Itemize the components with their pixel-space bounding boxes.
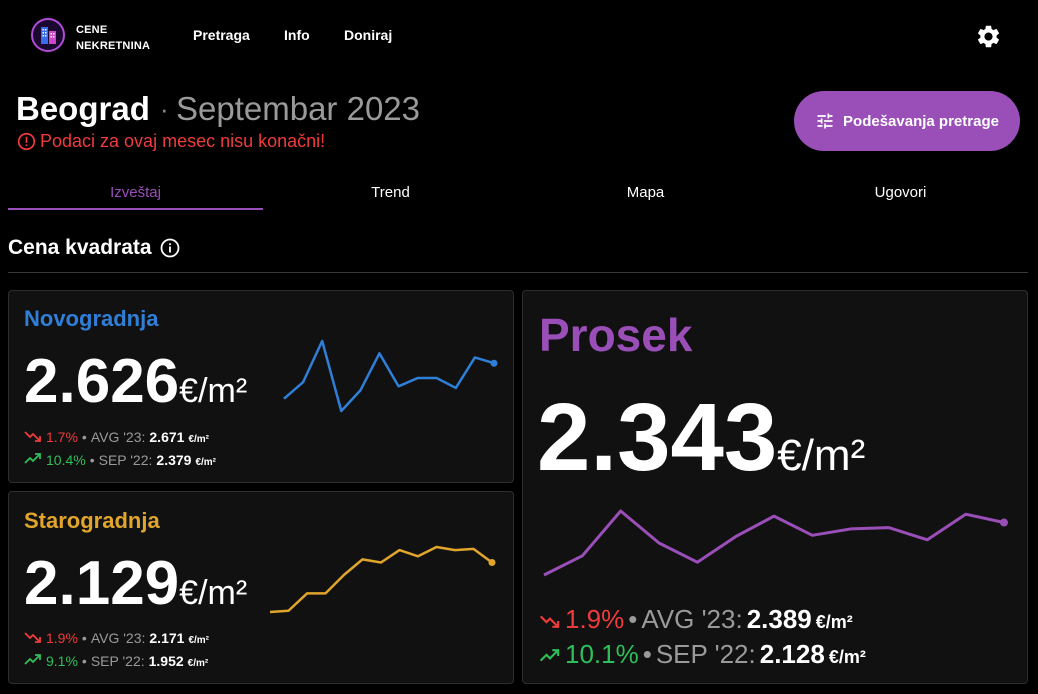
- last-point: [488, 558, 496, 566]
- section-title: Cena kvadrata: [8, 236, 180, 260]
- price-number: 2.343: [537, 384, 778, 491]
- unit-avg: €/m²: [188, 635, 209, 646]
- alert-circle-icon: [17, 132, 36, 151]
- warning-text: Podaci za ovaj mesec nisu konačni!: [40, 131, 326, 151]
- unit-avg: €/m²: [188, 434, 209, 445]
- label-sep: SEP '22:: [98, 452, 153, 468]
- bullet: •: [89, 452, 95, 468]
- unit-avg: €/m²: [815, 612, 853, 632]
- change-avg: 1.9%: [565, 604, 625, 634]
- bullet: •: [81, 429, 87, 445]
- change-sep: 10.1%: [565, 639, 639, 669]
- bullet: •: [642, 639, 652, 669]
- label-avg: AVG '23:: [90, 429, 146, 445]
- trending-up-icon: [539, 649, 560, 662]
- tab-ugovori[interactable]: Ugovori: [874, 184, 927, 201]
- trending-up-icon: [24, 654, 41, 665]
- change-sep: 10.4%: [46, 452, 86, 468]
- info-icon[interactable]: [160, 238, 180, 258]
- card-title: Starogradnja: [24, 508, 160, 533]
- search-settings-label: Podešavanja pretrage: [843, 112, 999, 130]
- stat-row-avg: 1.9% • AVG '23: 2.171 €/m²: [24, 630, 209, 646]
- card-novogradnja: Novogradnja 2.626€/m² 1.7% • AVG '23: 2.…: [8, 290, 514, 483]
- section-title-text: Cena kvadrata: [8, 236, 152, 259]
- trending-down-icon: [24, 632, 41, 643]
- nav-link-doniraj[interactable]: Doniraj: [344, 27, 393, 43]
- price-unit: €/m²: [777, 431, 866, 480]
- value-sep: 2.379: [156, 452, 192, 468]
- section-divider: [8, 272, 1028, 273]
- brand-line-1: CENE: [76, 24, 108, 36]
- price-number: 2.129: [24, 549, 180, 618]
- value-avg: 2.171: [149, 630, 185, 646]
- card-prosek: Prosek 2.343€/m² 1.9% • AVG '23: 2.389 €/…: [522, 290, 1028, 684]
- price-value: 2.343€/m²: [537, 383, 865, 493]
- series-line: [269, 545, 493, 614]
- label-sep: SEP '22:: [655, 639, 756, 669]
- month-title: Septembar 2023: [176, 90, 421, 127]
- warning-message: Podaci za ovaj mesec nisu konačni!: [17, 131, 325, 152]
- trending-up-icon: [24, 453, 41, 464]
- price-value: 2.626€/m²: [24, 346, 247, 417]
- series-line: [283, 339, 495, 413]
- series-line: [543, 509, 1005, 577]
- label-avg: AVG '23:: [641, 604, 743, 634]
- card-title: Prosek: [539, 309, 693, 361]
- search-settings-button[interactable]: Podešavanja pretrage: [794, 91, 1020, 151]
- top-nav: CENE NEKRETNINA Pretraga Info Doniraj: [0, 0, 1038, 72]
- tab-mapa[interactable]: Mapa: [626, 184, 665, 201]
- card-title: Novogradnja: [24, 306, 159, 331]
- bullet: •: [81, 653, 87, 669]
- stat-row-avg: 1.9% • AVG '23: 2.389 €/m²: [539, 604, 853, 635]
- trending-down-icon: [539, 615, 560, 628]
- trending-down-icon: [24, 431, 41, 442]
- title-separator: ·: [160, 94, 169, 124]
- label-sep: SEP '22:: [90, 653, 145, 669]
- tab-trend[interactable]: Trend: [371, 184, 410, 201]
- stat-row-sep: 10.4% • SEP '22: 2.379 €/m²: [24, 452, 216, 468]
- building-icon[interactable]: [31, 18, 65, 52]
- last-point: [490, 359, 498, 367]
- nav-link-pretraga[interactable]: Pretraga: [193, 27, 250, 43]
- city-title: Beograd: [16, 90, 150, 127]
- price-unit: €/m²: [179, 372, 248, 410]
- tab-izvestaj[interactable]: Izveštaj: [8, 184, 263, 210]
- change-avg: 1.7%: [46, 429, 78, 445]
- card-starogradnja: Starogradnja 2.129€/m² 1.9% • AVG '23: 2…: [8, 491, 514, 684]
- unit-sep: €/m²: [195, 457, 217, 468]
- value-avg: 2.389: [746, 604, 812, 634]
- bullet: •: [628, 604, 638, 634]
- price-value: 2.129€/m²: [24, 548, 247, 619]
- value-sep: 2.128: [759, 639, 825, 669]
- bullet: •: [81, 630, 87, 646]
- gear-icon[interactable]: [975, 23, 1002, 50]
- change-sep: 9.1%: [46, 653, 78, 669]
- nav-link-info[interactable]: Info: [284, 27, 310, 43]
- value-sep: 1.952: [148, 653, 184, 669]
- last-point: [1000, 518, 1008, 527]
- stat-row-avg: 1.7% • AVG '23: 2.671 €/m²: [24, 429, 209, 445]
- sparkline-chart: [543, 509, 1008, 577]
- change-avg: 1.9%: [46, 630, 78, 646]
- unit-sep: €/m²: [828, 647, 866, 667]
- label-avg: AVG '23:: [90, 630, 146, 646]
- sparkline-chart: [269, 545, 496, 614]
- brand-name[interactable]: CENE NEKRETNINA: [76, 22, 176, 54]
- stat-row-sep: 9.1% • SEP '22: 1.952 €/m²: [24, 653, 208, 669]
- unit-sep: €/m²: [187, 658, 209, 669]
- price-unit: €/m²: [179, 574, 248, 612]
- brand-line-2: NEKRETNINA: [76, 40, 151, 52]
- sparkline-chart: [283, 339, 498, 413]
- value-avg: 2.671: [149, 429, 185, 445]
- price-number: 2.626: [24, 347, 180, 416]
- stat-row-sep: 10.1% • SEP '22: 2.128 €/m²: [539, 639, 866, 670]
- tune-icon: [817, 113, 833, 129]
